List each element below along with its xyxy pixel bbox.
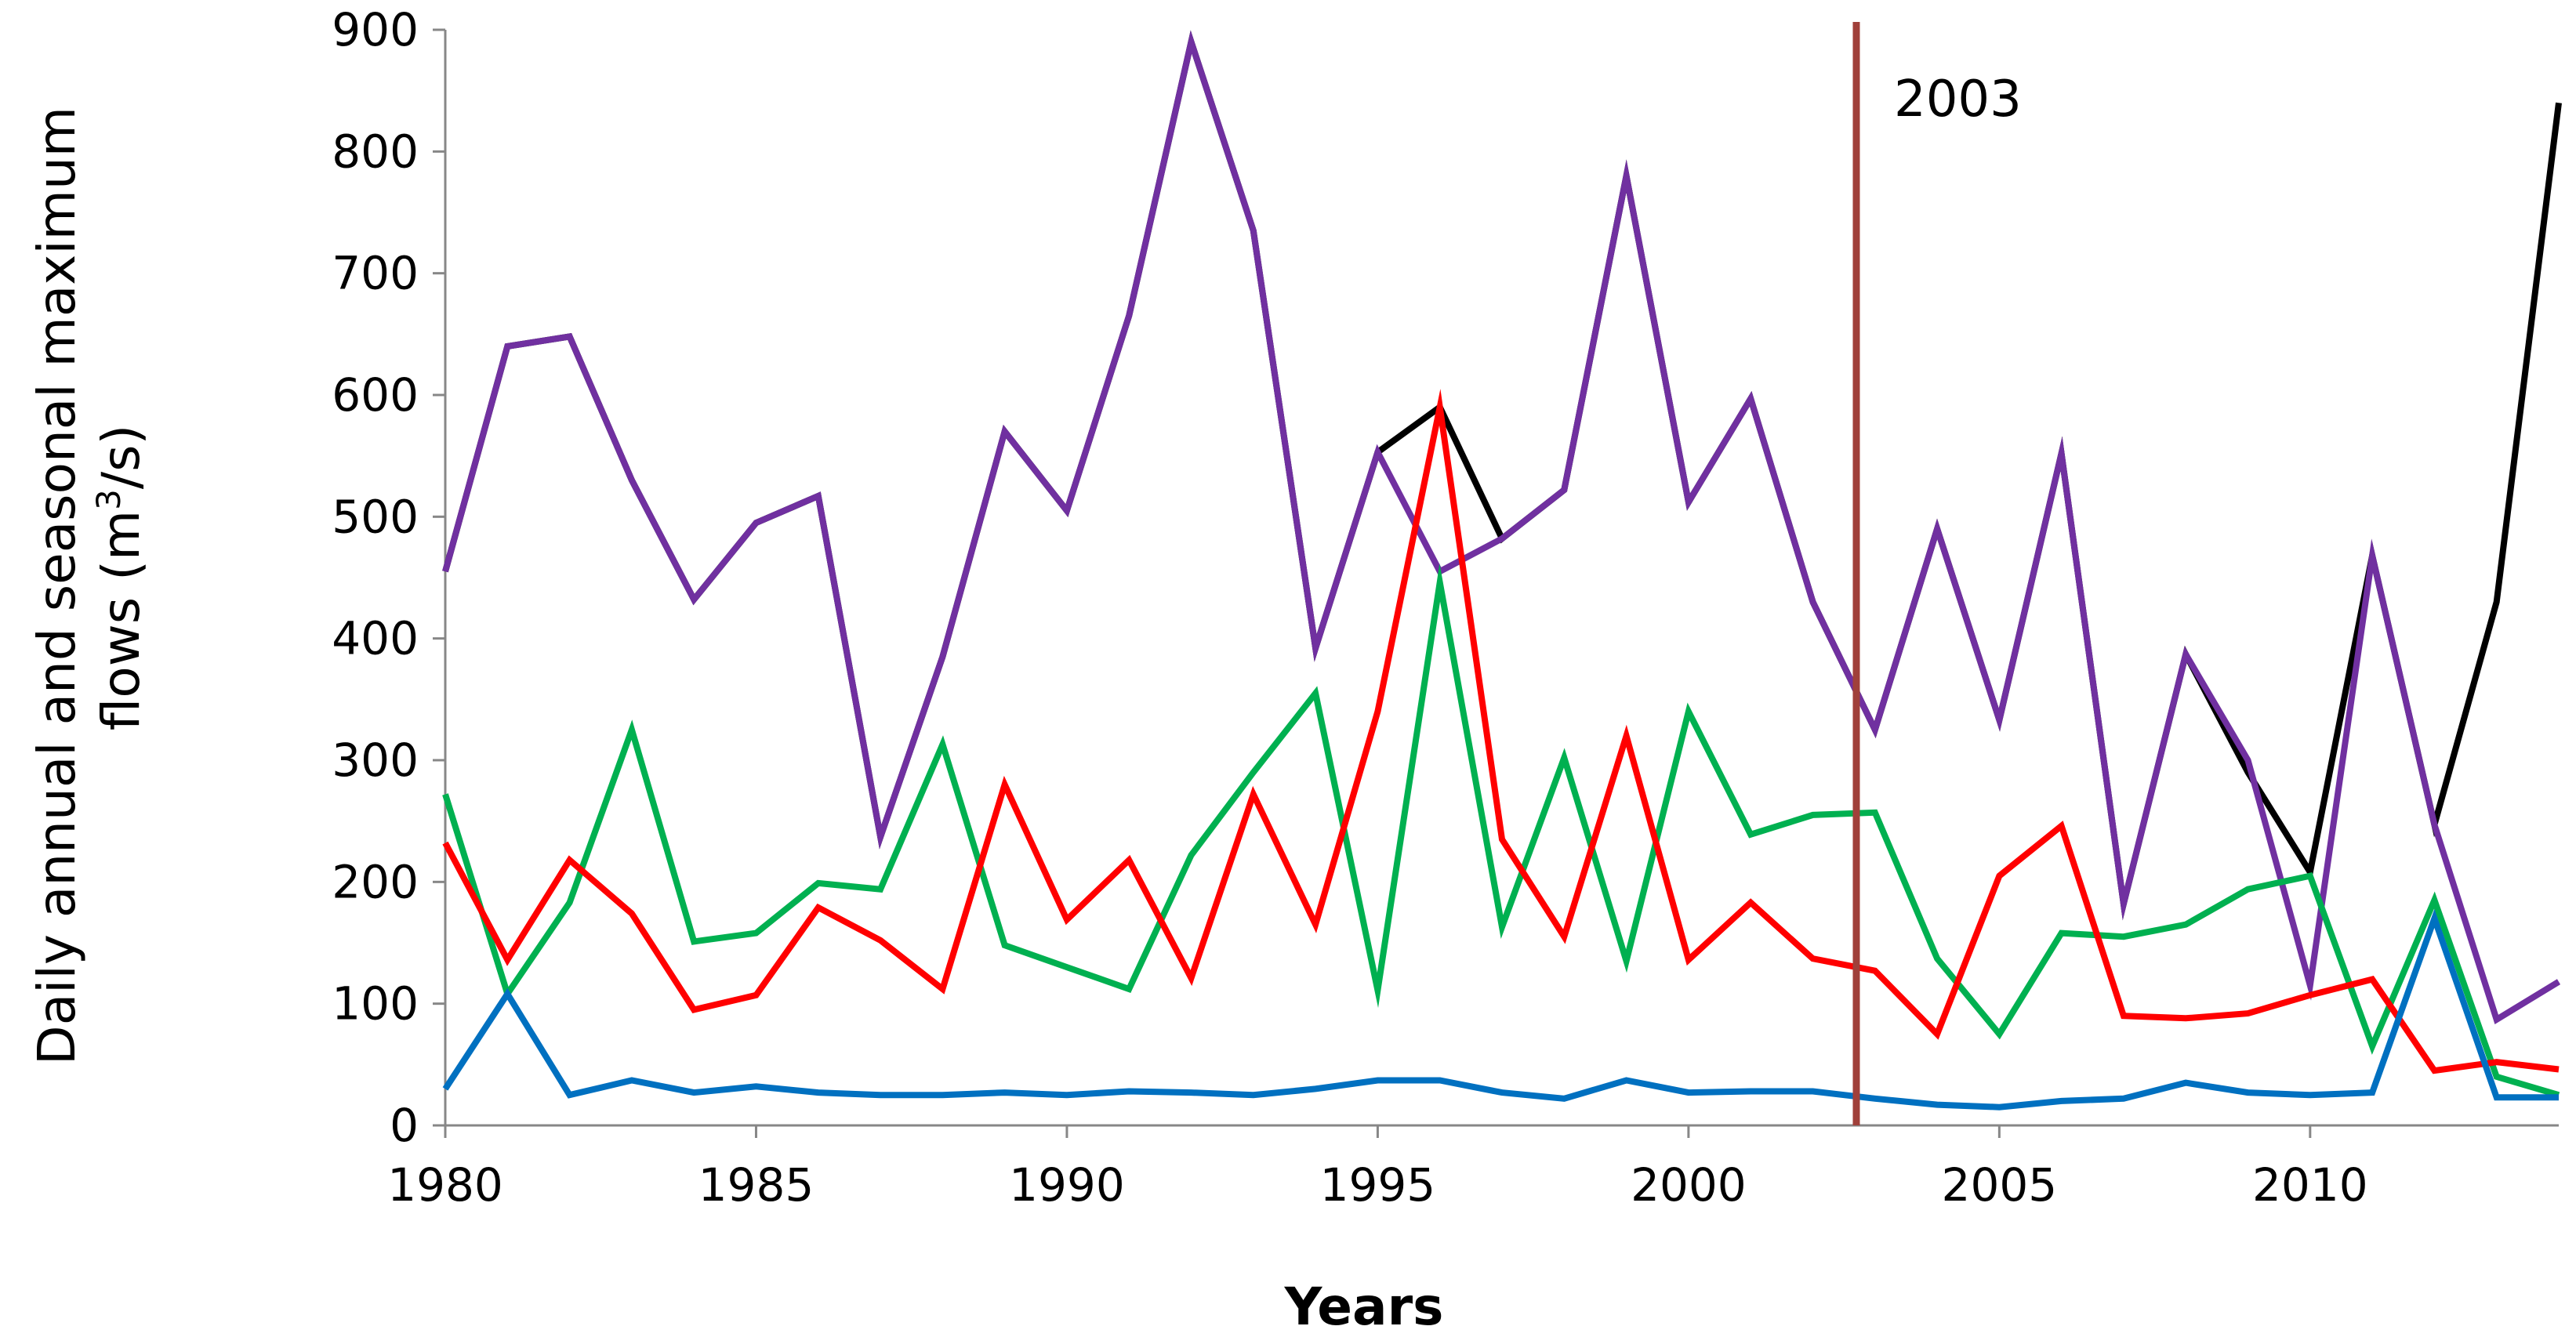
y-tick-label: 100: [332, 977, 419, 1031]
x-tick-label: 1990: [1009, 1158, 1125, 1212]
axes: 0 100 200 300 400 500 600 700 800 900 1980 1985 1990…: [332, 3, 2559, 1212]
y-axis-title-line2: flows (m3/s): [89, 425, 152, 730]
y-axis-title: Daily annual and seasonal maximum flows …: [27, 90, 151, 1065]
y-axis-title-line1: Daily annual and seasonal maximum: [27, 107, 87, 1065]
series-line-5: [442, 908, 2559, 1111]
x-axis-title: Years: [1284, 1277, 1444, 1337]
series-line-2: [442, 30, 2561, 1024]
y-tick-label: 400: [332, 612, 419, 665]
y-tick-label: 0: [390, 1099, 419, 1152]
series-group: [442, 30, 2562, 1111]
y-axis-title-superscript: 3: [89, 489, 128, 510]
x-tick-label: 1985: [698, 1158, 815, 1212]
y-tick-label: 600: [332, 368, 419, 422]
series-line-4: [442, 389, 2560, 1074]
y-tick-label: 700: [332, 247, 419, 300]
y-tick-label: 300: [332, 734, 419, 787]
x-tick-label: 1980: [387, 1158, 503, 1212]
y-tick-label: 800: [332, 125, 419, 178]
series-line-1: [442, 30, 2562, 921]
y-tick-label: 200: [332, 855, 419, 908]
reference-line-group: 2003: [1852, 22, 2022, 1125]
x-tick-label: 2000: [1631, 1158, 1747, 1212]
x-tick-label: 2005: [1942, 1158, 2058, 1212]
series-line-3: [442, 563, 2560, 1099]
reference-line-label: 2003: [1894, 71, 2022, 129]
y-tick-label: 500: [332, 490, 419, 543]
x-tick-label: 2010: [2252, 1158, 2368, 1212]
y-tick-label: 900: [332, 3, 419, 56]
x-tick-label: 1995: [1320, 1158, 1436, 1212]
